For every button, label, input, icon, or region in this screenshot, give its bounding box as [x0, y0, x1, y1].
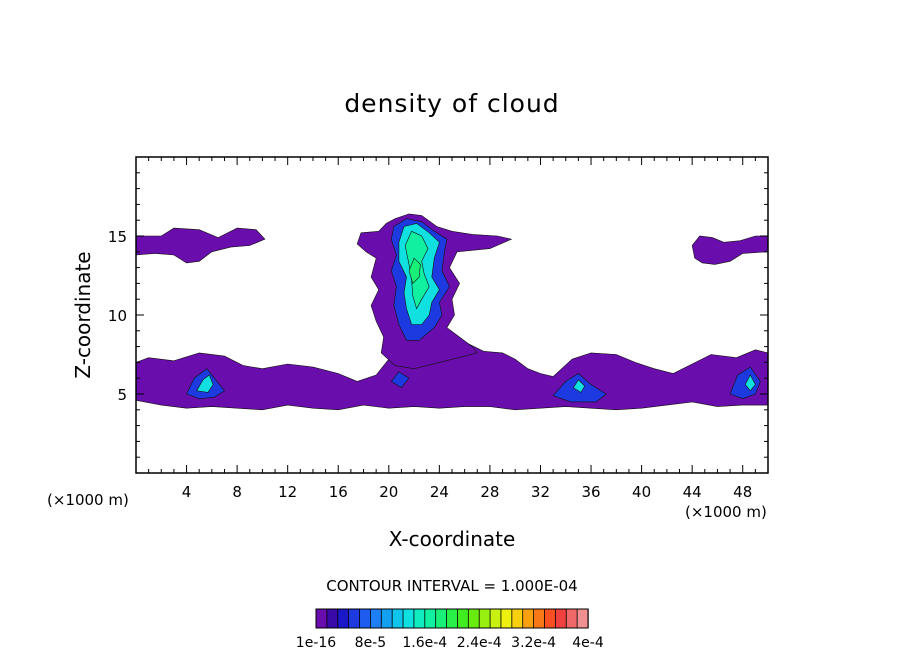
- color-bar-swatch: [380, 608, 393, 629]
- x-tick-label: 24: [430, 483, 449, 501]
- color-bar-swatch: [533, 608, 546, 629]
- color-bar-swatch: [500, 608, 513, 629]
- x-tick-label: 16: [329, 483, 348, 501]
- x-tick-label: 12: [278, 483, 297, 501]
- color-bar-swatch: [369, 608, 382, 629]
- color-bar-label: 1.6e-4: [402, 635, 447, 651]
- color-bar-swatch: [435, 608, 448, 629]
- x-unit-label-right: (×1000 m): [685, 503, 767, 521]
- x-unit-label-left: (×1000 m): [47, 491, 129, 509]
- cloud-cell-left-core: [196, 374, 214, 393]
- color-bar-swatch: [391, 608, 404, 629]
- color-bar-swatch: [544, 608, 557, 629]
- color-bar-swatch: [402, 608, 415, 629]
- color-bar-label: 8e-5: [355, 635, 386, 651]
- cloud-cell-mid-core: [572, 379, 586, 393]
- y-tick-label: 5: [117, 386, 127, 404]
- cloud-contours: [136, 213, 768, 411]
- x-axis-title: X-coordinate: [389, 527, 516, 551]
- color-bar-labels: 1e-16 8e-5 1.6e-4 2.4e-4 3.2e-4 4e-4: [296, 635, 604, 651]
- y-tick-label: 15: [108, 228, 127, 246]
- color-bar-swatch: [337, 608, 350, 629]
- color-bar-swatch: [413, 608, 426, 629]
- y-tick-label: 10: [108, 307, 127, 325]
- color-bar-border: [315, 608, 589, 629]
- color-bar-label: 1e-16: [296, 635, 336, 651]
- color-bar-swatch: [315, 608, 328, 629]
- color-bar-swatch: [489, 608, 502, 629]
- color-bar-swatch: [446, 608, 459, 629]
- color-bar-swatch: [511, 608, 524, 629]
- color-bar-swatch: [326, 608, 339, 629]
- cloud-upper-left: [136, 227, 266, 264]
- color-bar-swatch: [359, 608, 372, 629]
- color-bar-swatch: [565, 608, 578, 629]
- y-axis-title: Z-coordinate: [71, 251, 95, 378]
- color-bar-label: 3.2e-4: [511, 635, 556, 651]
- x-tick-label: 32: [531, 483, 550, 501]
- cloud-upper-right: [691, 235, 768, 265]
- cloud-cell-right-core: [744, 374, 756, 392]
- y-tick-labels: 5 10 15: [108, 228, 127, 404]
- color-bar-label: 2.4e-4: [457, 635, 502, 651]
- x-tick-label: 4: [182, 483, 192, 501]
- color-bar-swatch: [522, 608, 535, 629]
- color-bar-swatch: [348, 608, 361, 629]
- chart-title: density of cloud: [344, 89, 559, 118]
- cloud-cell-right: [729, 366, 761, 400]
- x-tick-label: 8: [232, 483, 242, 501]
- color-bar-swatch: [467, 608, 480, 629]
- cloud-cell-center: [390, 371, 410, 389]
- x-tick-label: 40: [632, 483, 651, 501]
- x-tick-label: 44: [683, 483, 702, 501]
- color-bar-swatch: [424, 608, 437, 629]
- color-bar: [315, 608, 589, 629]
- color-bar-swatch: [576, 608, 589, 629]
- x-tick-label: 36: [581, 483, 600, 501]
- color-bar-swatch: [478, 608, 491, 629]
- color-bar-label: 4e-4: [572, 635, 604, 651]
- cloud-central-core: [408, 257, 421, 284]
- cloud-lower-layer: [136, 333, 768, 411]
- x-tick-label: 48: [733, 483, 752, 501]
- x-tick-label: 20: [379, 483, 398, 501]
- color-bar-swatch: [554, 608, 567, 629]
- x-tick-labels: 4 8 12 16 20 24 28 32 36 40 44 48: [182, 483, 752, 501]
- axis-ticks: [136, 157, 768, 473]
- x-tick-label: 28: [480, 483, 499, 501]
- color-bar-swatch: [457, 608, 470, 629]
- contour-interval-label: CONTOUR INTERVAL = 1.000E-04: [326, 577, 577, 595]
